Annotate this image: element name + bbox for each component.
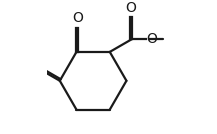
Text: O: O [72, 11, 83, 25]
Text: O: O [147, 32, 158, 46]
Text: O: O [126, 1, 136, 15]
